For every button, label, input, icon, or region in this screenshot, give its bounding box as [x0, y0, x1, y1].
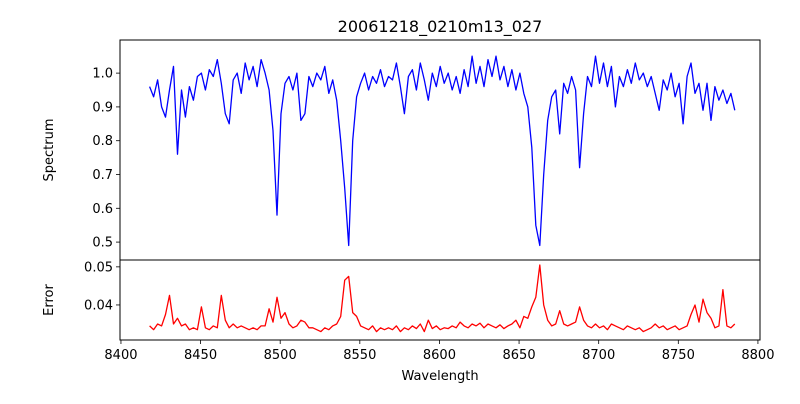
y-tick-label: 0.8	[92, 134, 113, 149]
x-tick-label: 8700	[582, 348, 615, 363]
y-tick-label: 0.7	[92, 168, 113, 183]
chart-title: 20061218_0210m13_027	[338, 17, 543, 37]
y-tick-label: 0.6	[92, 202, 113, 217]
y-tick-label: 0.9	[92, 100, 113, 115]
x-tick-label: 8650	[503, 348, 536, 363]
y-tick-label: 0.05	[84, 260, 113, 275]
spectrum-y-label: Spectrum	[42, 119, 57, 182]
x-axis-label: Wavelength	[401, 369, 478, 384]
error-y-label: Error	[42, 284, 57, 316]
x-tick-label: 8450	[184, 348, 217, 363]
y-tick-label: 0.04	[84, 298, 113, 313]
x-tick-label: 8500	[264, 348, 297, 363]
x-tick-label: 8400	[104, 348, 137, 363]
x-tick-label: 8550	[343, 348, 376, 363]
x-tick-label: 8750	[662, 348, 695, 363]
y-tick-label: 0.5	[92, 236, 113, 251]
y-tick-label: 1.0	[92, 67, 113, 82]
x-tick-label: 8800	[741, 348, 774, 363]
x-tick-label: 8600	[423, 348, 456, 363]
